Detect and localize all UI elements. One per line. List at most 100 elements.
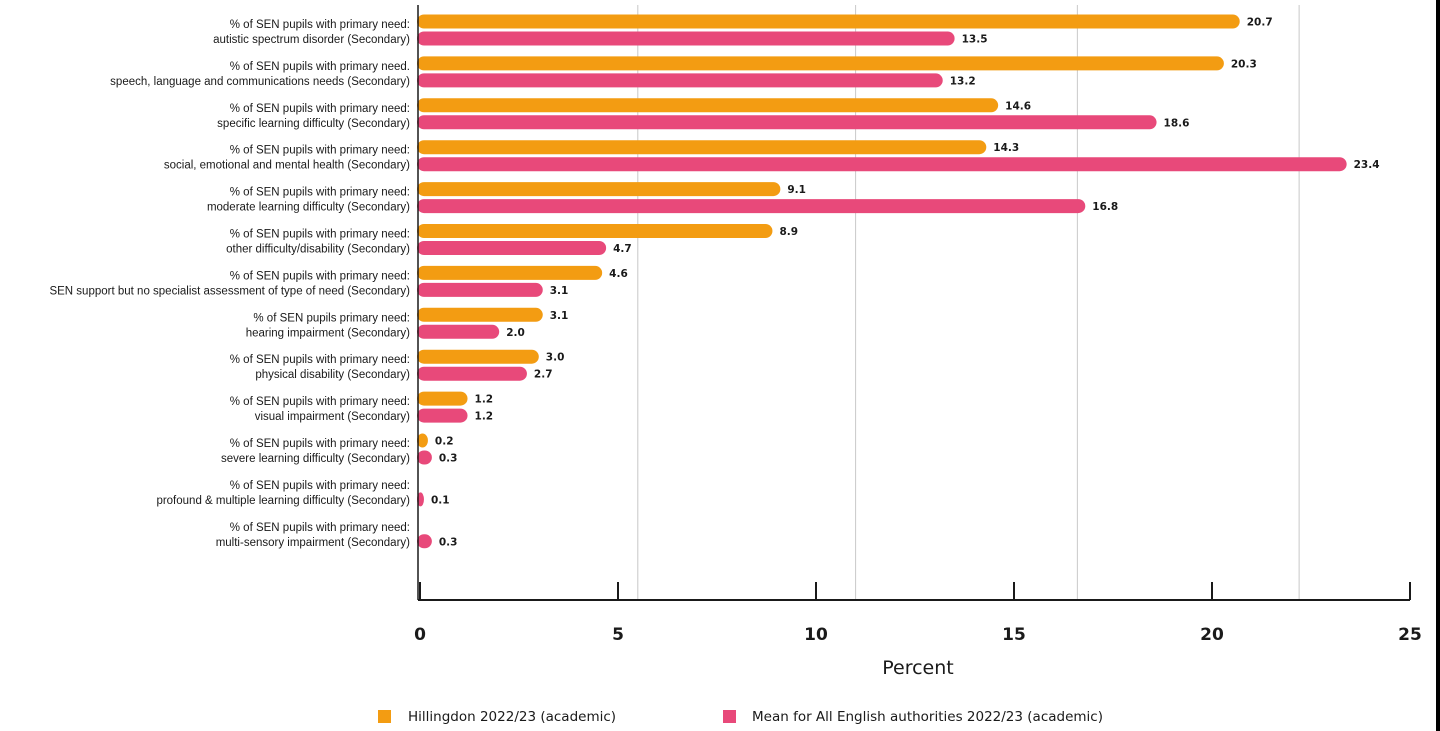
category-label-line: speech, language and communications need…	[110, 76, 410, 88]
bar	[417, 450, 432, 465]
category-label-line: other difficulty/disability (Secondary)	[226, 244, 410, 256]
x-tick-label: 5	[612, 625, 624, 645]
bar	[417, 199, 1086, 214]
category-label: % of SEN pupils with primary need: modera…	[207, 187, 410, 214]
category-label-line: % of SEN pupils with primary need:	[230, 103, 410, 115]
category-label-line: % of SEN pupils with primary need:	[230, 187, 410, 199]
bar	[417, 157, 1347, 172]
bar	[417, 31, 955, 46]
bar	[417, 140, 987, 155]
category-label-line: % of SEN pupils with primary need:	[230, 480, 410, 492]
bar	[417, 324, 500, 339]
data-label: 14.6	[1005, 100, 1031, 112]
legend-swatch-hillingdon	[378, 710, 391, 723]
gridlines	[637, 5, 1300, 600]
category-label-line: % of SEN pupils primary need:	[253, 312, 410, 324]
bar	[417, 182, 781, 197]
x-axis: 0 5 10 15 20 25	[414, 5, 1422, 645]
category-label-line: % of SEN pupils with primary need:	[230, 270, 410, 282]
data-label: 13.2	[950, 75, 976, 87]
data-label: 1.2	[475, 411, 494, 423]
data-label: 16.8	[1092, 201, 1118, 213]
category-label: % of SEN pupils with primary need: physic…	[230, 354, 410, 381]
bar	[417, 73, 943, 88]
category-label-line: autistic spectrum disorder (Secondary)	[213, 34, 410, 46]
x-tick-label: 10	[804, 625, 828, 645]
data-label: 4.7	[613, 243, 632, 255]
category-label-line: % of SEN pupils with primary need:	[230, 229, 410, 241]
data-label: 1.2	[475, 394, 494, 406]
category-label-line: % of SEN pupils with primary need:	[230, 522, 410, 534]
bar	[417, 14, 1240, 29]
bar	[417, 282, 543, 297]
bar	[417, 224, 773, 238]
legend-label-hillingdon: Hillingdon 2022/23 (academic)	[408, 709, 616, 725]
category-label-line: specific learning difficulty (Secondary)	[217, 118, 410, 130]
category-label: % of SEN pupils with primary need: multi-…	[216, 522, 410, 549]
bar	[417, 408, 468, 423]
category-label: % of SEN pupils with primary need: specif…	[217, 103, 410, 130]
category-label-line: hearing impairment (Secondary)	[246, 327, 410, 339]
bar	[417, 265, 603, 280]
x-tick-label: 0	[414, 625, 426, 645]
x-tick-label: 15	[1002, 625, 1026, 645]
category-label: % of SEN pupils with primary need. speech…	[110, 61, 410, 88]
data-label: 0.3	[439, 453, 458, 465]
data-label: 14.3	[993, 142, 1019, 154]
legend: Hillingdon 2022/23 (academic) Mean for A…	[378, 709, 1103, 725]
bar	[417, 98, 999, 113]
window-edge	[1436, 0, 1440, 731]
category-label-line: visual impairment (Secondary)	[255, 411, 410, 423]
bar	[417, 391, 468, 406]
bar	[417, 241, 607, 255]
x-tick-label: 20	[1200, 625, 1224, 645]
category-label-line: social, emotional and mental health (Sec…	[164, 160, 410, 172]
data-label: 3.1	[550, 310, 569, 322]
data-label: 2.7	[534, 369, 553, 381]
data-label: 3.0	[546, 352, 565, 364]
data-label: 13.5	[962, 34, 988, 46]
data-label: 8.9	[779, 226, 798, 238]
category-label: % of SEN pupils primary need: hearing imp…	[246, 312, 410, 339]
category-label-line: % of SEN pupils with primary need:	[230, 145, 410, 157]
x-tick-label: 25	[1398, 625, 1422, 645]
category-label-line: moderate learning difficulty (Secondary)	[207, 202, 410, 214]
bar	[417, 307, 543, 322]
category-label: % of SEN pupils with primary need: social…	[164, 145, 410, 172]
category-label-line: multi-sensory impairment (Secondary)	[216, 537, 410, 549]
bars	[417, 14, 1347, 549]
data-label: 0.3	[439, 536, 458, 548]
legend-swatch-mean-england	[723, 710, 736, 723]
category-label-line: % of SEN pupils with primary need:	[230, 354, 410, 366]
x-axis-title: Percent	[882, 657, 954, 679]
data-label: 2.0	[506, 327, 525, 339]
data-label: 20.7	[1247, 17, 1273, 29]
category-labels: % of SEN pupils with primary need: autist…	[49, 17, 1379, 549]
bar	[417, 56, 1224, 71]
bar	[417, 115, 1157, 130]
bar	[417, 433, 428, 448]
category-label: % of SEN pupils with primary need: SEN su…	[49, 270, 410, 297]
bar	[417, 534, 432, 549]
category-label-line: % of SEN pupils with primary need:	[230, 19, 410, 31]
category-label: % of SEN pupils with primary need: autist…	[213, 19, 410, 46]
category-label: % of SEN pupils with primary need: visual…	[230, 396, 410, 423]
category-label: % of SEN pupils with primary need: profou…	[156, 480, 410, 507]
category-label-line: physical disability (Secondary)	[255, 369, 410, 381]
category-label: % of SEN pupils with primary need: other …	[226, 229, 410, 256]
category-label-line: profound & multiple learning difficulty …	[156, 495, 410, 507]
category-label-line: % of SEN pupils with primary need:	[230, 396, 410, 408]
data-label: 4.6	[609, 268, 628, 280]
data-label: 0.1	[431, 494, 450, 506]
data-label: 18.6	[1164, 117, 1190, 129]
legend-label-mean-england: Mean for All English authorities 2022/23…	[752, 709, 1103, 725]
category-label-line: % of SEN pupils with primary need:	[230, 438, 410, 450]
bar	[417, 349, 539, 364]
data-label: 20.3	[1231, 58, 1257, 70]
category-label-line: severe learning difficulty (Secondary)	[221, 453, 410, 465]
data-label: 23.4	[1354, 159, 1380, 171]
data-label: 3.1	[550, 285, 569, 297]
bar	[417, 366, 527, 381]
category-label-line: SEN support but no specialist assessment…	[49, 285, 410, 297]
